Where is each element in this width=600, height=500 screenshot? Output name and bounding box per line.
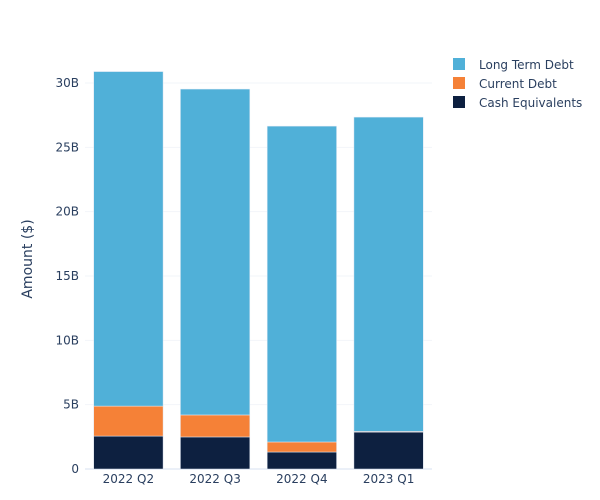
- y-tick-label: 30B: [55, 76, 79, 90]
- y-tick-label: 20B: [55, 205, 79, 219]
- bar-cash-equivalents: [93, 435, 164, 470]
- bar-cash-equivalents: [180, 436, 251, 470]
- legend-swatch: [453, 96, 465, 108]
- bar-cash-equivalents: [353, 431, 424, 470]
- bar-current-debt: [266, 441, 337, 453]
- bar-long-term-debt: [353, 116, 424, 432]
- bar-current-debt: [93, 405, 164, 437]
- bar-long-term-debt: [266, 125, 337, 443]
- bar-long-term-debt: [93, 71, 164, 407]
- x-tick-label: 2022 Q2: [103, 472, 154, 486]
- y-axis-label: Amount ($): [20, 219, 36, 298]
- legend-label: Long Term Debt: [479, 58, 574, 72]
- x-tick-label: 2022 Q4: [276, 472, 327, 486]
- bar-current-debt: [180, 414, 251, 438]
- bar-cash-equivalents: [266, 451, 337, 470]
- y-tick-label: 0: [71, 462, 79, 476]
- legend-label: Cash Equivalents: [479, 96, 582, 110]
- legend-swatch: [453, 58, 465, 70]
- x-tick-label: 2023 Q1: [363, 472, 414, 486]
- y-tick-label: 25B: [55, 140, 79, 154]
- bar-long-term-debt: [180, 88, 251, 416]
- x-tick-label: 2022 Q3: [189, 472, 240, 486]
- legend-label: Current Debt: [479, 77, 557, 91]
- y-tick-label: 10B: [55, 333, 79, 347]
- y-tick-label: 5B: [63, 398, 79, 412]
- y-tick-label: 15B: [55, 269, 79, 283]
- legend-swatch: [453, 77, 465, 89]
